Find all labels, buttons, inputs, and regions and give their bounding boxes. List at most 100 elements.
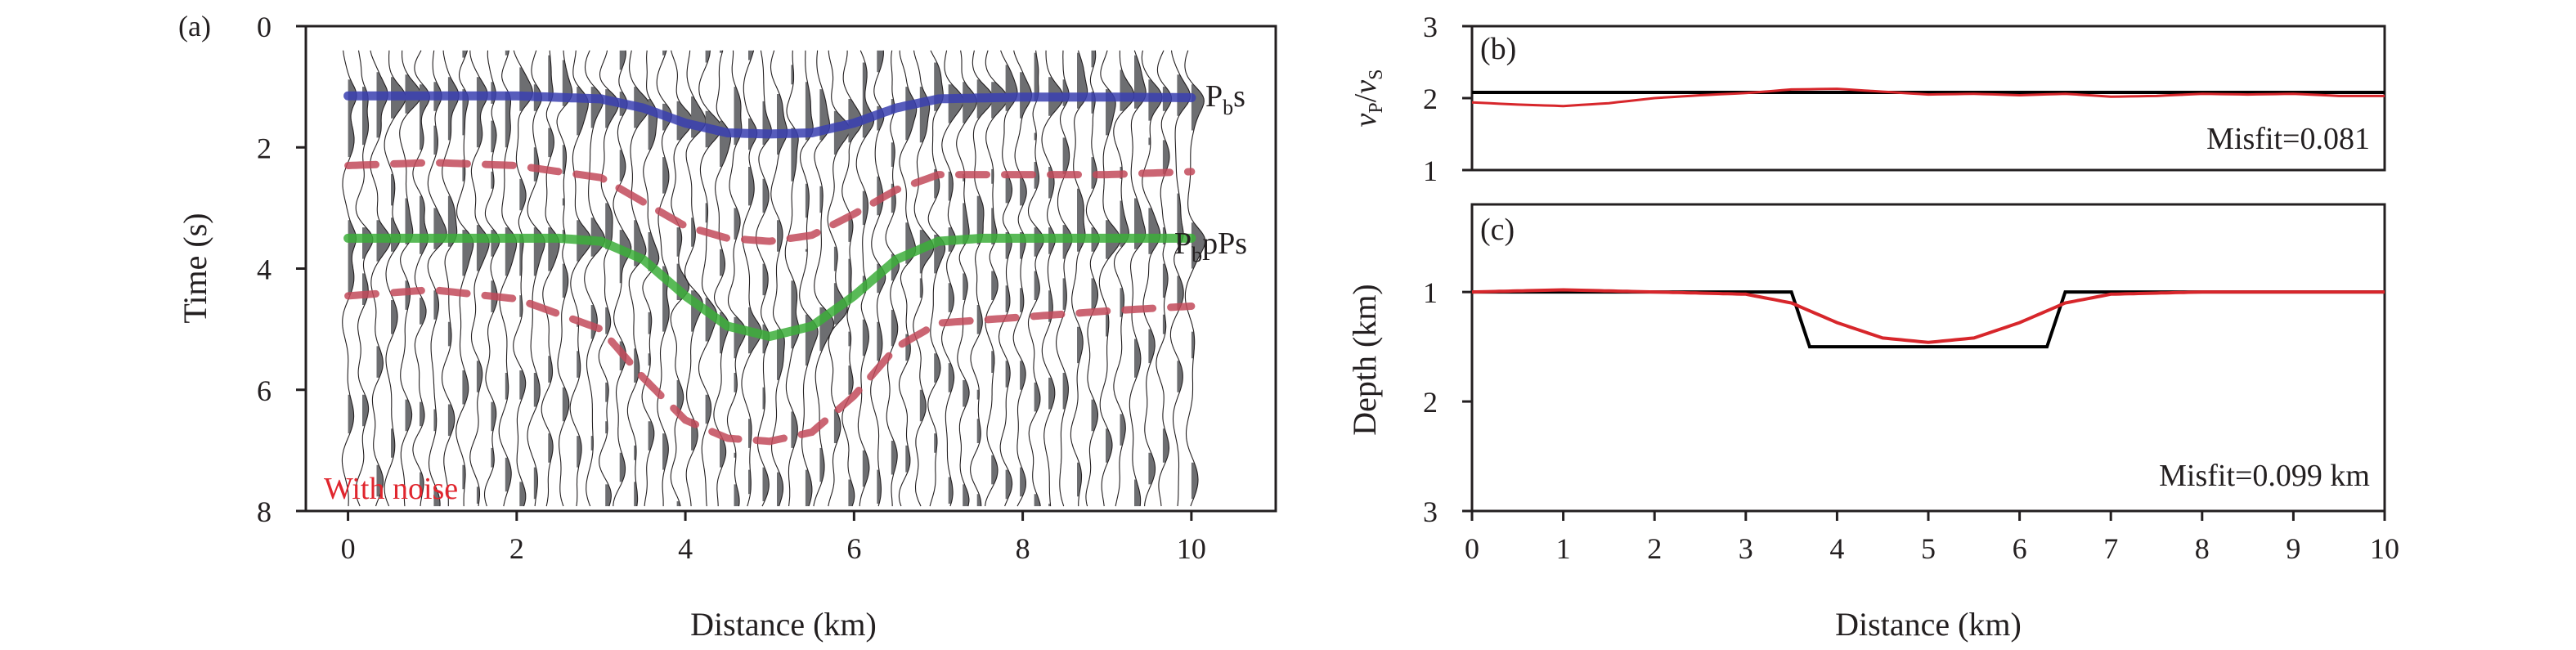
y-tick-label: 1	[1423, 276, 1438, 309]
x-tick-label: 6	[846, 532, 861, 565]
wiggle-trace-fill	[1106, 89, 1120, 463]
series-line-inverted	[1471, 87, 2385, 108]
wiggle-trace	[1012, 50, 1033, 507]
wiggle-trace-fill	[948, 84, 964, 504]
wiggle-trace-fill	[362, 87, 373, 427]
series-label-pbpps: PbpPs	[1174, 226, 1247, 267]
y-tick-label: 4	[257, 253, 272, 286]
wiggle-trace-fill	[1177, 74, 1191, 392]
panel-b-label: (b)	[1480, 32, 1516, 66]
series-line-inverted	[1471, 288, 2385, 344]
wiggle-trace	[913, 50, 935, 507]
wiggle-trace-fill	[848, 99, 863, 507]
wiggle-trace-fill	[519, 67, 533, 507]
wiggle-trace	[569, 50, 592, 507]
wiggle-trace	[998, 50, 1018, 507]
y-tick-label: 2	[1423, 386, 1438, 419]
y-tick-label: 1	[1423, 155, 1438, 187]
series-label-pbs: Pbs	[1205, 79, 1245, 119]
series-line-Pbs	[343, 91, 1196, 139]
wiggle-trace	[412, 50, 430, 507]
wiggle-trace-fill	[734, 87, 746, 507]
wiggle-trace-fill	[963, 82, 977, 507]
wiggle-trace-fill	[691, 96, 706, 451]
x-tick-label: 10	[2370, 532, 2399, 565]
wiggle-trace-fill	[491, 82, 500, 468]
wiggle-trace	[1141, 50, 1163, 507]
wiggle-trace	[855, 50, 875, 507]
wiggle-trace	[541, 50, 560, 507]
wiggle-trace-fill	[1005, 65, 1017, 500]
wiggle-trace	[626, 50, 651, 507]
wiggle-trace-fill	[634, 87, 650, 507]
x-tick-label: 8	[2195, 532, 2210, 565]
wiggle-trace-fill	[1062, 79, 1072, 410]
series-line-upper-dashed	[344, 159, 1196, 245]
x-tick-label: 5	[1921, 532, 1936, 565]
wiggle-trace	[1156, 50, 1173, 507]
wiggle-trace-fill	[748, 50, 762, 495]
x-tick-label: 8	[1016, 532, 1030, 565]
wiggle-trace	[441, 50, 460, 507]
wiggle-trace	[483, 50, 500, 507]
wiggle-trace	[941, 50, 964, 507]
wiggle-trace-fill	[533, 50, 545, 500]
wiggle-trace	[1169, 50, 1192, 507]
y-tick-label: 2	[1423, 83, 1438, 115]
wiggle-trace-fill	[577, 87, 592, 468]
wiggle-trace-fill	[1048, 77, 1064, 507]
wiggle-trace-fill	[562, 60, 572, 422]
wiggle-trace-fill	[1034, 52, 1044, 507]
wiggle-trace-fill	[1148, 79, 1162, 485]
panel-a-annotation: With noise	[324, 472, 458, 506]
wiggle-trace-fill	[590, 87, 605, 451]
wiggle-trace	[370, 50, 392, 507]
panel-a-wiggle-traces	[341, 50, 1206, 507]
y-tick-label: 2	[257, 132, 272, 164]
wiggle-trace	[1070, 50, 1088, 507]
wiggle-trace-fill	[705, 50, 722, 424]
wiggle-trace	[584, 50, 606, 507]
wiggle-trace-fill	[1120, 69, 1134, 446]
x-tick-label: 2	[1647, 532, 1662, 565]
wiggle-trace	[841, 50, 863, 507]
wiggle-trace	[1098, 50, 1121, 507]
panel-a-curves	[343, 91, 1196, 446]
wiggle-trace	[1056, 50, 1073, 507]
x-tick-label: 0	[1465, 532, 1479, 565]
panel-c-annotation: Misfit=0.099 km	[2159, 459, 2370, 493]
wiggle-trace	[641, 50, 660, 507]
wiggle-trace-fill	[919, 87, 934, 422]
wiggle-trace	[469, 50, 490, 507]
wiggle-trace-fill	[420, 84, 430, 497]
wiggle-trace	[598, 50, 619, 507]
wiggle-trace-fill	[376, 72, 391, 497]
wiggle-trace	[513, 50, 533, 507]
wiggle-trace	[1113, 50, 1135, 507]
wiggle-trace-fill	[891, 99, 900, 475]
x-tick-label: 6	[2013, 532, 2027, 565]
wiggle-trace-fill	[1020, 72, 1032, 497]
wiggle-trace	[341, 50, 357, 507]
panel-b-ticks: 1 2 3	[1423, 11, 1472, 187]
panel-c-ylabel: Depth (km)	[1346, 284, 1383, 436]
y-tick-label: 6	[257, 374, 272, 407]
panel-a-xlabel: Distance (km)	[690, 606, 877, 643]
panel-b-curves	[1471, 87, 2385, 108]
wiggle-trace	[970, 50, 994, 507]
x-tick-label: 10	[1177, 532, 1206, 565]
x-tick-label: 0	[341, 532, 356, 565]
wiggle-trace-fill	[676, 101, 693, 507]
series-line-true	[1472, 290, 2385, 349]
wiggle-trace	[1041, 50, 1064, 507]
wiggle-trace	[784, 50, 800, 507]
wiggle-trace	[713, 50, 732, 507]
x-tick-label: 4	[678, 532, 693, 565]
wiggle-trace	[755, 50, 772, 507]
panel-c-label: (c)	[1480, 213, 1515, 247]
wiggle-trace	[741, 50, 762, 507]
panel-c-depth: 0 1 2 3 4 5 6 7 8 9 10 1 2 3 (c) Depth (km) Distance …	[1346, 203, 2399, 643]
panel-c-curves	[1471, 288, 2385, 349]
wiggle-trace-fill	[934, 62, 945, 453]
